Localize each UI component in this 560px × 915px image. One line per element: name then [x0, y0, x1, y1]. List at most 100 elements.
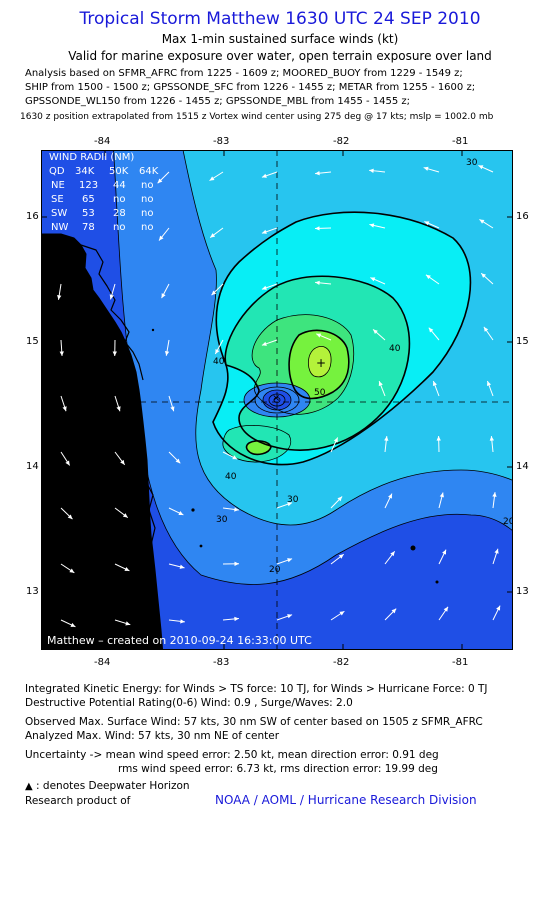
- radii-cell: 44: [113, 180, 126, 191]
- contour-line-sw: [222, 425, 292, 463]
- wind-vector-head: [234, 507, 239, 512]
- contour-label: 50: [314, 388, 326, 398]
- radii-cell: NW: [51, 222, 68, 233]
- wind-vector-head: [388, 493, 392, 499]
- wind-vector-head: [315, 280, 320, 286]
- subtitle-wind-type: Max 1-min sustained surface winds (kt): [161, 32, 399, 46]
- wind-vector-head: [180, 619, 185, 624]
- wind-vector-head: [442, 549, 447, 555]
- storm-center-marker: ×: [272, 393, 280, 404]
- radii-cell: no: [141, 194, 153, 205]
- wind-vector-head: [261, 341, 267, 346]
- wind-vector-head: [69, 568, 75, 573]
- wind-vector-head: [120, 459, 125, 465]
- wind-vector-head: [287, 502, 293, 507]
- radii-cell: 28: [113, 208, 126, 219]
- wind-vectors: [57, 164, 501, 628]
- lat-tick-left: 13: [26, 586, 39, 597]
- wind-vector-head: [436, 436, 441, 441]
- wind-vector-head: [489, 436, 495, 441]
- deepwater-horizon-icon: ▲: [25, 781, 33, 792]
- observed-max-line: Observed Max. Surface Wind: 57 kts, 30 n…: [25, 716, 483, 728]
- wind-vector-head: [234, 616, 239, 622]
- wind-vector-head: [125, 621, 131, 626]
- wind-vector-head: [175, 458, 181, 464]
- contour-label: 20: [269, 565, 281, 575]
- lat-tick-left: 15: [26, 336, 39, 347]
- wind-vector-head: [122, 513, 128, 518]
- contour-label: 30: [216, 515, 228, 525]
- contour-label: 40: [213, 357, 225, 367]
- wind-vector-head: [215, 349, 220, 355]
- radii-header: 64K: [139, 166, 159, 177]
- wind-vector-head: [62, 406, 67, 412]
- wind-vector-head: [124, 566, 130, 571]
- contour-label: 20: [503, 517, 513, 527]
- contour-label: 40: [389, 344, 401, 354]
- wind-vector-head: [57, 295, 62, 300]
- contour-line-sw-core: [245, 440, 272, 456]
- lat-tick-right: 14: [516, 461, 529, 472]
- contour-label: 30: [466, 158, 478, 168]
- wind-vector-head: [439, 492, 444, 498]
- island: [199, 544, 203, 548]
- wind-vector-head: [333, 437, 338, 443]
- lon-tick-bottom: -83: [213, 657, 230, 668]
- contour-line-30: [182, 150, 513, 526]
- wind-vector-head: [338, 554, 344, 559]
- max-wind-marker: +: [316, 356, 326, 370]
- wind-radii-title: WIND RADII (NM): [49, 152, 134, 163]
- legend-line: ▲ : denotes Deepwater Horizon: [25, 780, 190, 792]
- band-80-90: [308, 346, 332, 377]
- wind-vector-head: [157, 178, 163, 184]
- center-core: [263, 390, 291, 410]
- wind-vector-head: [261, 173, 267, 178]
- map-border: [41, 150, 513, 650]
- lat-tick-left: 14: [26, 461, 39, 472]
- wind-vector-head: [109, 294, 114, 300]
- lat-tick-right: 15: [516, 336, 529, 347]
- wind-vector-head: [390, 551, 395, 557]
- analyzed-max-line: Analyzed Max. Wind: 57 kts, 30 nm NE of …: [25, 730, 280, 742]
- wind-vector-head: [486, 380, 492, 386]
- lon-tick-top: -83: [213, 136, 230, 147]
- radii-header: 34K: [75, 166, 95, 177]
- wind-radii-table: WIND RADII (NM) QD 34K 50K 64K NE 123 44…: [49, 152, 159, 233]
- coastline: [41, 233, 439, 650]
- wind-vector-head: [384, 436, 389, 441]
- wind-vector-head: [210, 233, 216, 238]
- contour-line-50: [224, 275, 411, 451]
- island: [435, 580, 439, 584]
- radii-header: QD: [49, 166, 65, 177]
- page-title: Tropical Storm Matthew 1630 UTC 24 SEP 2…: [79, 9, 481, 29]
- contour-lines: [113, 150, 513, 585]
- lon-tick-top: -81: [452, 136, 469, 147]
- wind-vector-head: [369, 223, 375, 228]
- radii-cell: no: [113, 194, 125, 205]
- lon-tick-top: -84: [94, 136, 111, 147]
- wind-vector-head: [315, 171, 320, 176]
- wind-vector-head: [211, 290, 217, 296]
- contour-line-70: [288, 329, 350, 400]
- wind-vector-head: [391, 608, 397, 614]
- island: [191, 508, 195, 512]
- lat-tick-right: 16: [516, 211, 529, 222]
- contour-label: 20: [117, 356, 129, 366]
- lon-tick-bottom: -81: [452, 657, 469, 668]
- wind-vector-head: [479, 219, 485, 224]
- lon-tick-top: -82: [333, 136, 350, 147]
- subtitle-exposure: Valid for marine exposure over water, op…: [68, 49, 492, 63]
- wind-vector-head: [494, 548, 499, 554]
- radii-cell: no: [141, 180, 153, 191]
- wind-vector-head: [161, 293, 166, 299]
- radii-cell: no: [113, 222, 125, 233]
- contour-line-center-3: [262, 389, 292, 411]
- contour-line-40: [212, 211, 472, 466]
- wind-vector-head: [339, 611, 345, 616]
- wind-vector-head: [116, 406, 121, 412]
- dpr-line: Destructive Potential Rating(0-6) Wind: …: [25, 697, 353, 709]
- wind-vector-head: [315, 226, 320, 231]
- wind-vector-head: [178, 511, 184, 515]
- wind-vector-head: [232, 455, 238, 460]
- wind-vector-head: [378, 381, 383, 387]
